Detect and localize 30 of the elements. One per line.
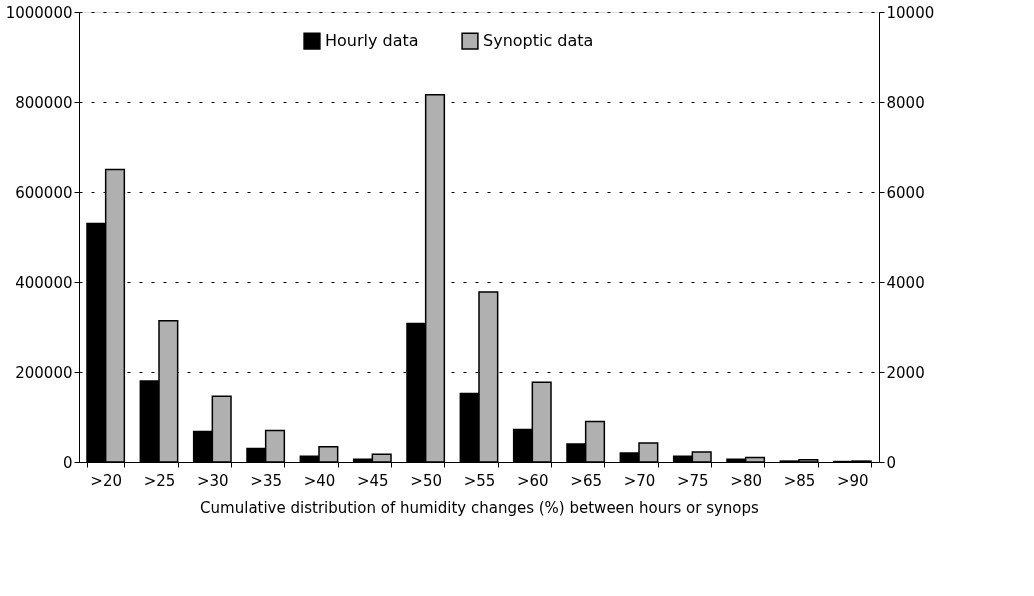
y2-tick-label: 6000	[886, 183, 925, 202]
y-tick-label: 800000	[15, 93, 73, 112]
y-tick-label: 200000	[15, 363, 73, 382]
y2-tick-label: 10000	[886, 3, 935, 22]
x-tick-label: >45	[357, 471, 389, 490]
x-tick-label: >35	[250, 471, 282, 490]
x-tick-label: >60	[517, 471, 549, 490]
x-tick-label: >85	[783, 471, 816, 490]
y-tick-label: 0	[62, 453, 73, 472]
legend-label: Hourly data	[325, 31, 419, 51]
x-tick-label: >55	[463, 471, 496, 490]
x-tick-label: >40	[303, 471, 336, 490]
y2-tick-label: 0	[886, 453, 897, 472]
x-tick-label: >70	[623, 471, 656, 490]
legend-label: Synoptic data	[483, 31, 594, 51]
x-axis-title: Cumulative distribution of humidity changes (%) between hours or synops	[200, 498, 760, 517]
y2-tick-label: 8000	[886, 93, 925, 112]
y-tick-label: 1000000	[5, 3, 73, 22]
x-tick-label: >75	[677, 471, 709, 490]
y-tick-label: 600000	[15, 183, 73, 202]
x-tick-label: >20	[90, 471, 122, 490]
y2-tick-label: 2000	[886, 363, 925, 382]
x-tick-label: >90	[837, 471, 869, 490]
x-tick-label: >25	[143, 471, 176, 490]
x-tick-label: >80	[730, 471, 762, 490]
x-tick-label: >65	[570, 471, 602, 490]
x-tick-label: >30	[197, 471, 229, 490]
x-tick-label: >50	[410, 471, 442, 490]
y-tick-label: 400000	[15, 273, 73, 292]
y2-tick-label: 4000	[886, 273, 925, 292]
